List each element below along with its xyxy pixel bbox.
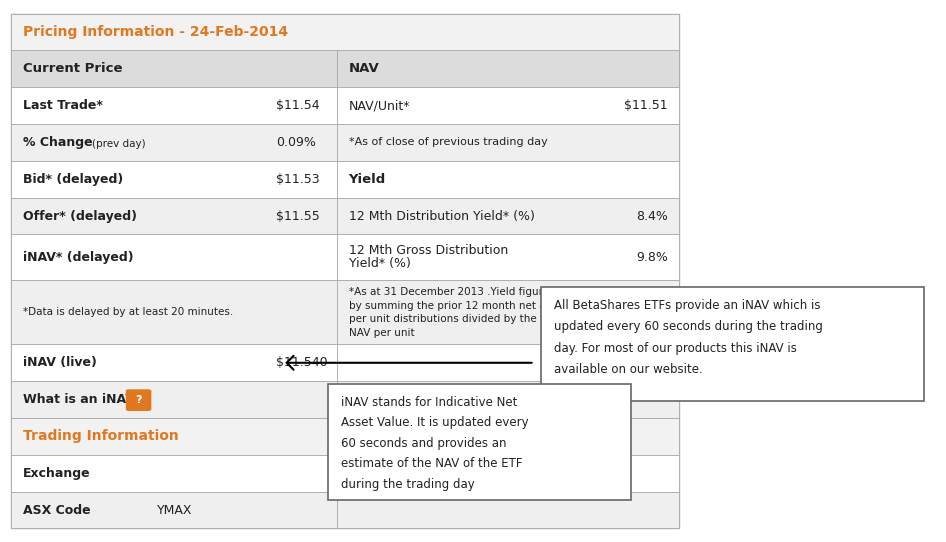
Text: iNAV stands for Indicative Net
Asset Value. It is updated every
60 seconds and p: iNAV stands for Indicative Net Asset Val… — [342, 396, 529, 491]
Bar — [11, 14, 679, 50]
Bar — [11, 344, 338, 381]
Text: *As at 31 December 2013 .Yield figures calculated: *As at 31 December 2013 .Yield figures c… — [349, 287, 611, 297]
Text: Bid* (delayed): Bid* (delayed) — [23, 173, 123, 186]
Bar — [11, 198, 338, 235]
Bar — [11, 381, 338, 418]
Bar — [11, 418, 679, 455]
Bar — [338, 161, 679, 198]
Text: $11.55: $11.55 — [276, 210, 320, 223]
Text: All BetaShares ETFs provide an iNAV which is
updated every 60 seconds during the: All BetaShares ETFs provide an iNAV whic… — [554, 299, 823, 376]
FancyBboxPatch shape — [328, 384, 631, 500]
FancyBboxPatch shape — [126, 389, 151, 411]
Text: ?: ? — [135, 395, 142, 404]
Text: Last Trade*: Last Trade* — [23, 99, 102, 112]
Text: $11.540: $11.540 — [276, 356, 327, 369]
Text: Offer* (delayed): Offer* (delayed) — [23, 210, 137, 223]
Text: by summing the prior 12 month net and gross fund: by summing the prior 12 month net and gr… — [349, 301, 617, 311]
Bar — [11, 492, 338, 528]
Text: per unit distributions divided by the fund closing: per unit distributions divided by the fu… — [349, 314, 604, 324]
Text: NAV/Unit*: NAV/Unit* — [349, 99, 411, 112]
Bar — [338, 492, 679, 528]
Text: 12 Mth Gross Distribution: 12 Mth Gross Distribution — [349, 244, 508, 257]
Text: Pricing Information - 24-Feb-2014: Pricing Information - 24-Feb-2014 — [23, 25, 288, 39]
Bar — [338, 280, 679, 344]
Text: What is an iNAV: What is an iNAV — [23, 393, 134, 406]
Text: (prev day): (prev day) — [92, 139, 146, 149]
Bar — [338, 381, 679, 418]
FancyBboxPatch shape — [541, 287, 924, 401]
Text: 0.09%: 0.09% — [276, 136, 316, 149]
Text: ASX Code: ASX Code — [23, 504, 90, 517]
Text: Yield: Yield — [349, 173, 386, 186]
Bar — [338, 87, 679, 124]
Text: 8.4%: 8.4% — [636, 210, 668, 223]
Bar — [338, 455, 679, 492]
Text: *As of close of previous trading day: *As of close of previous trading day — [349, 138, 548, 147]
Bar — [338, 50, 679, 87]
FancyArrowPatch shape — [287, 356, 532, 370]
Bar — [11, 50, 338, 87]
Text: iNAV (live): iNAV (live) — [23, 356, 96, 369]
Text: 9.8%: 9.8% — [636, 250, 668, 263]
Text: % Change: % Change — [23, 136, 93, 149]
Text: YMAX: YMAX — [157, 504, 192, 517]
Text: $11.54: $11.54 — [276, 99, 320, 112]
Text: $11.51: $11.51 — [624, 99, 668, 112]
Bar — [11, 14, 679, 528]
Bar — [11, 235, 338, 280]
Bar — [11, 87, 338, 124]
Text: Exchange: Exchange — [23, 467, 90, 480]
Text: Current Price: Current Price — [23, 62, 122, 75]
Bar — [11, 455, 338, 492]
Text: NAV: NAV — [349, 62, 379, 75]
Bar — [11, 161, 338, 198]
Bar — [338, 344, 679, 381]
Bar — [338, 124, 679, 161]
Bar — [11, 124, 338, 161]
Text: *Data is delayed by at least 20 minutes.: *Data is delayed by at least 20 minutes. — [23, 307, 233, 317]
Bar — [338, 235, 679, 280]
Text: Trading Information: Trading Information — [23, 429, 179, 443]
Bar — [338, 198, 679, 235]
Bar — [11, 280, 338, 344]
Text: Yield* (%): Yield* (%) — [349, 257, 411, 270]
Text: $11.53: $11.53 — [276, 173, 320, 186]
Text: 12 Mth Distribution Yield* (%): 12 Mth Distribution Yield* (%) — [349, 210, 534, 223]
Text: iNAV* (delayed): iNAV* (delayed) — [23, 250, 133, 263]
Text: NAV per unit: NAV per unit — [349, 328, 414, 338]
